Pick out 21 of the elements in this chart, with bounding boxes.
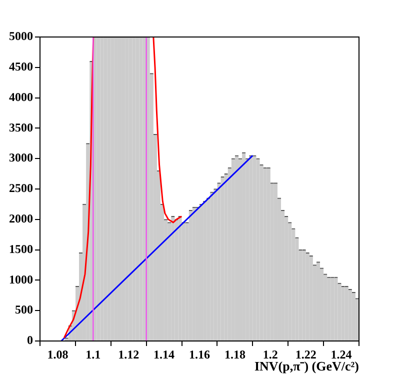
y-tick-label: 0 [27,333,33,348]
y-tick-label: 3500 [9,120,33,134]
x-tick-label: 1.18 [224,347,246,362]
y-tick-label: 1500 [9,242,33,256]
x-tick-label: 1.12 [118,347,140,362]
x-axis-title: INV(p,π⁻) (GeV/c²) [254,358,359,374]
x-tick-label: 1.22 [295,347,316,362]
y-tick-label: 2000 [9,211,33,226]
y-tick-label: 4500 [9,59,33,74]
x-tick-label: 1.16 [189,347,210,362]
x-tick-label: 1.1 [86,347,101,362]
x-tick-label: 1.2 [262,347,278,362]
y-tick-label: 500 [15,302,33,317]
y-tick-label: 3000 [9,150,33,165]
y-tick-label: 2500 [9,181,33,196]
x-tick-label: 1.14 [154,347,175,362]
y-tick-label: 4000 [9,90,33,104]
x-tick-label: 1.08 [47,347,68,362]
y-tick-label: 1000 [9,272,33,286]
y-tick-label: 5000 [9,29,33,44]
x-tick-label: 1.24 [330,347,352,362]
